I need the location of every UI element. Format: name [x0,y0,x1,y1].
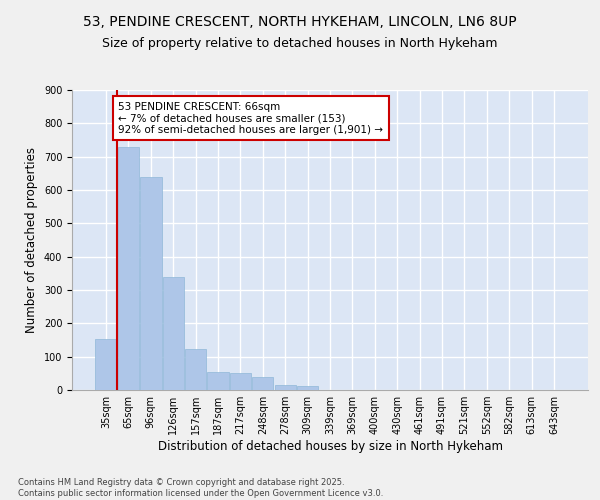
Bar [252,378,274,390]
Bar [297,386,318,390]
Text: 53 PENDINE CRESCENT: 66sqm
← 7% of detached houses are smaller (153)
92% of semi: 53 PENDINE CRESCENT: 66sqm ← 7% of detac… [118,102,383,135]
Bar [163,278,184,390]
Bar [230,374,251,390]
Bar [208,372,229,390]
X-axis label: Distribution of detached houses by size in North Hykeham: Distribution of detached houses by size … [157,440,503,453]
Bar [118,148,139,390]
Bar [140,178,161,390]
Y-axis label: Number of detached properties: Number of detached properties [25,147,38,333]
Bar [95,339,117,390]
Bar [185,350,206,390]
Text: Size of property relative to detached houses in North Hykeham: Size of property relative to detached ho… [102,38,498,51]
Text: Contains HM Land Registry data © Crown copyright and database right 2025.
Contai: Contains HM Land Registry data © Crown c… [18,478,383,498]
Text: 53, PENDINE CRESCENT, NORTH HYKEHAM, LINCOLN, LN6 8UP: 53, PENDINE CRESCENT, NORTH HYKEHAM, LIN… [83,15,517,29]
Bar [275,385,296,390]
